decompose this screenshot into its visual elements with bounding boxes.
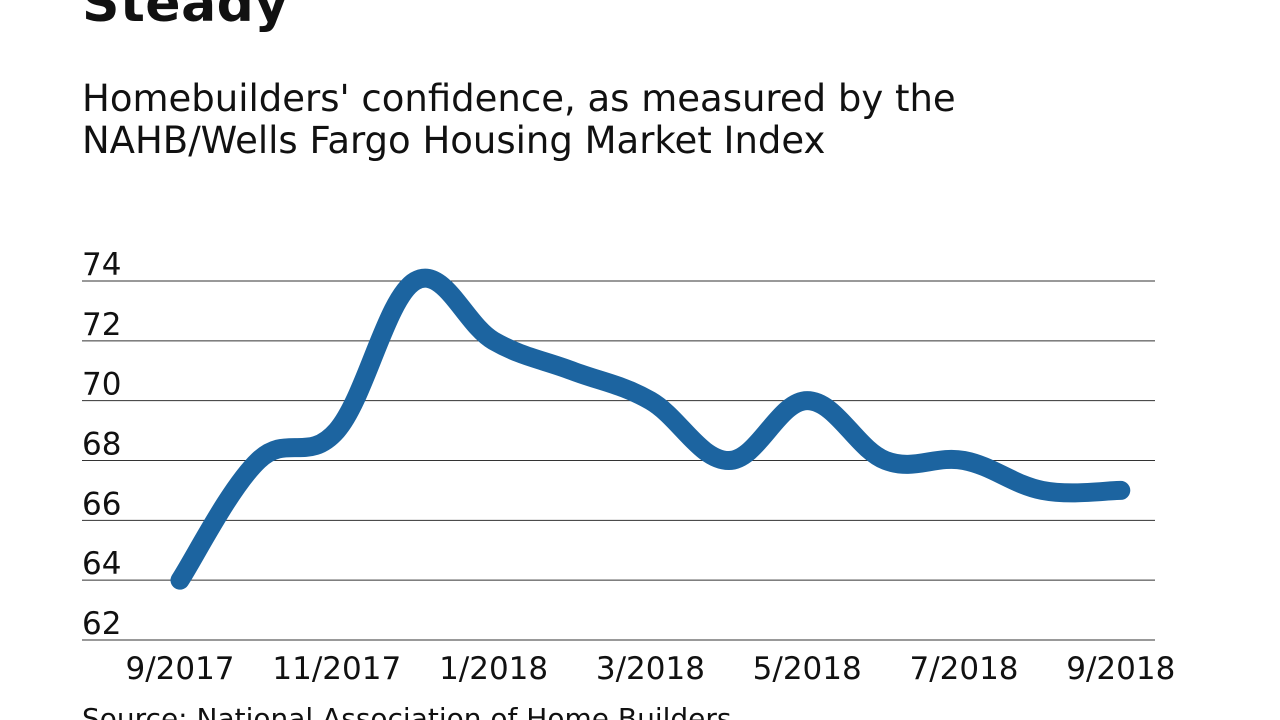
chart-title: Steady <box>82 0 289 34</box>
x-tick-label: 11/2017 <box>272 651 401 687</box>
gridlines <box>82 280 1155 641</box>
series-line <box>170 268 1131 590</box>
y-tick-label: 66 <box>82 486 121 522</box>
y-tick-label: 64 <box>82 546 121 582</box>
x-tick-label: 7/2018 <box>909 651 1018 687</box>
x-tick-label: 9/2018 <box>1066 651 1175 687</box>
x-axis-ticks: 9/2017 11/2017 1/2018 3/2018 5/2018 7/2018 9/2… <box>125 651 1175 687</box>
chart-subtitle: Homebuilders' confidence, as measured by… <box>82 77 956 162</box>
y-axis-ticks: 62 64 66 68 70 72 74 <box>82 247 121 642</box>
y-tick-label: 62 <box>82 606 121 642</box>
y-tick-label: 70 <box>82 367 121 403</box>
x-tick-label: 9/2017 <box>125 651 234 687</box>
y-tick-label: 74 <box>82 247 121 283</box>
y-tick-label: 72 <box>82 307 121 343</box>
y-tick-label: 68 <box>82 427 121 463</box>
source-note: Source: National Association of Home Bui… <box>82 702 732 720</box>
x-tick-label: 5/2018 <box>753 651 862 687</box>
x-tick-label: 3/2018 <box>596 651 705 687</box>
x-tick-label: 1/2018 <box>439 651 548 687</box>
